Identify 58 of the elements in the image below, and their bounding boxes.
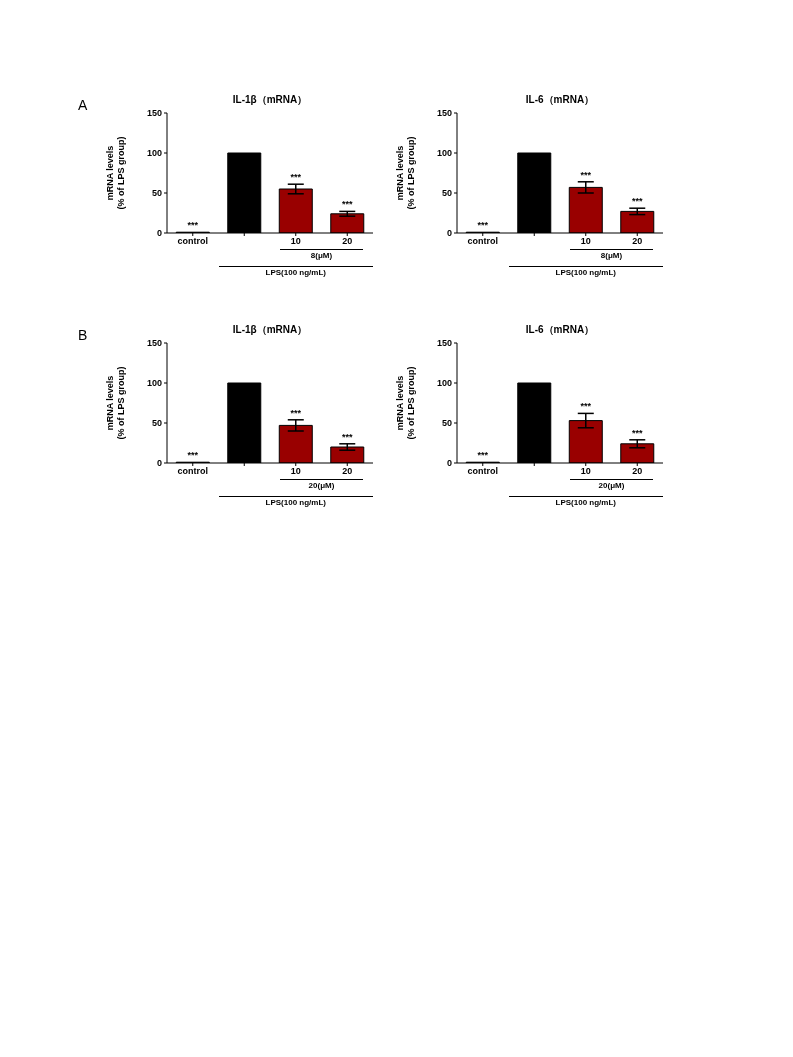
y-tick-label: 50	[441, 418, 452, 429]
annotation: ***	[579, 401, 592, 412]
y-tick-label: 150	[436, 338, 452, 349]
x-tick-label: control	[467, 466, 498, 477]
annotation: ***	[341, 199, 354, 210]
y-tick-label: 150	[146, 338, 162, 349]
text: LPS(100 ng/mL)	[218, 496, 373, 507]
text: A	[78, 97, 88, 113]
x-tick-label: control	[177, 236, 208, 247]
y-tick-label: 0	[446, 228, 452, 239]
y-tick-label: 0	[446, 458, 452, 469]
y-tick-label: 150	[146, 108, 162, 119]
x-tick-label: 10	[290, 466, 301, 477]
text: 8(μM)	[280, 249, 363, 260]
text: LPS(100 ng/mL)	[508, 266, 663, 277]
x-tick-label: 10	[580, 236, 591, 247]
chart-title: IL-1β（mRNA）	[231, 323, 309, 337]
y-axis-title: mRNA levels (% of LPS group)	[395, 135, 417, 212]
text: LPS(100 ng/mL)	[508, 496, 663, 507]
annotation: ***	[289, 407, 302, 418]
text: 8(μM)	[570, 249, 653, 260]
text: B	[78, 327, 88, 343]
annotation: ***	[631, 427, 644, 438]
y-tick-label: 0	[156, 228, 162, 239]
chart-title: IL-6（mRNA）	[524, 93, 596, 107]
annotation: ***	[289, 172, 302, 183]
annotation: ***	[186, 450, 199, 461]
y-tick-label: 100	[436, 148, 452, 159]
x-tick-label: 20	[632, 236, 643, 247]
y-tick-label: 150	[436, 108, 452, 119]
x-tick-label: 20	[632, 466, 643, 477]
y-tick-label: 0	[156, 458, 162, 469]
annotation: ***	[186, 220, 199, 231]
y-axis-title: mRNA levels (% of LPS group)	[105, 365, 127, 442]
x-tick-label: control	[467, 236, 498, 247]
annotation: ***	[579, 169, 592, 180]
y-tick-label: 50	[151, 188, 162, 199]
y-tick-label: 100	[436, 378, 452, 389]
y-axis-title: mRNA levels (% of LPS group)	[105, 135, 127, 212]
chart-title: IL-6（mRNA）	[524, 323, 596, 337]
text: LPS(100 ng/mL)	[218, 266, 373, 277]
y-tick-label: 50	[151, 418, 162, 429]
annotation: ***	[476, 220, 489, 231]
annotation: ***	[631, 196, 644, 207]
x-tick-label: control	[177, 466, 208, 477]
x-tick-label: 10	[580, 466, 591, 477]
x-tick-label: 20	[342, 466, 353, 477]
text: 20(μM)	[280, 479, 363, 490]
y-axis-title: mRNA levels (% of LPS group)	[395, 365, 417, 442]
annotation: ***	[476, 450, 489, 461]
chart-title: IL-1β（mRNA）	[231, 93, 309, 107]
annotation: ***	[341, 431, 354, 442]
x-tick-label: 10	[290, 236, 301, 247]
y-tick-label: 100	[146, 148, 162, 159]
x-tick-label: 20	[342, 236, 353, 247]
y-tick-label: 100	[146, 378, 162, 389]
text: 20(μM)	[570, 479, 653, 490]
y-tick-label: 50	[441, 188, 452, 199]
